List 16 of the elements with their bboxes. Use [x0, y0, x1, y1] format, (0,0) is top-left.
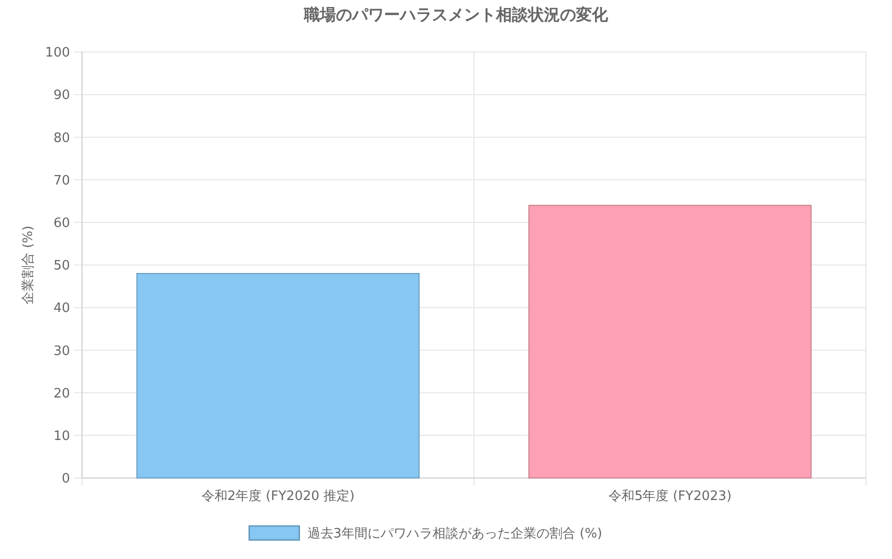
y-tick-label: 80: [53, 130, 70, 146]
y-tick-label: 20: [53, 386, 70, 402]
y-tick-label: 40: [53, 301, 70, 316]
y-tick-label: 90: [53, 88, 70, 104]
y-axis-title: 企業割合 (%): [21, 226, 36, 304]
y-tick-label: 50: [53, 258, 70, 274]
y-tick-label: 0: [62, 472, 70, 487]
x-tick-label: 令和2年度 (FY2020 推定): [201, 488, 355, 504]
y-tick-label: 30: [53, 344, 70, 359]
y-tick-label: 10: [53, 428, 70, 444]
legend-label: 過去3年間にパワハラ相談があった企業の割合 (%): [307, 526, 602, 542]
y-tick-label: 70: [53, 173, 70, 188]
y-tick-label: 100: [45, 46, 70, 61]
chart-title: 職場のパワーハラスメント相談状況の変化: [303, 5, 609, 24]
x-tick-label: 令和5年度 (FY2023): [608, 488, 732, 504]
y-tick-label: 60: [53, 216, 70, 231]
